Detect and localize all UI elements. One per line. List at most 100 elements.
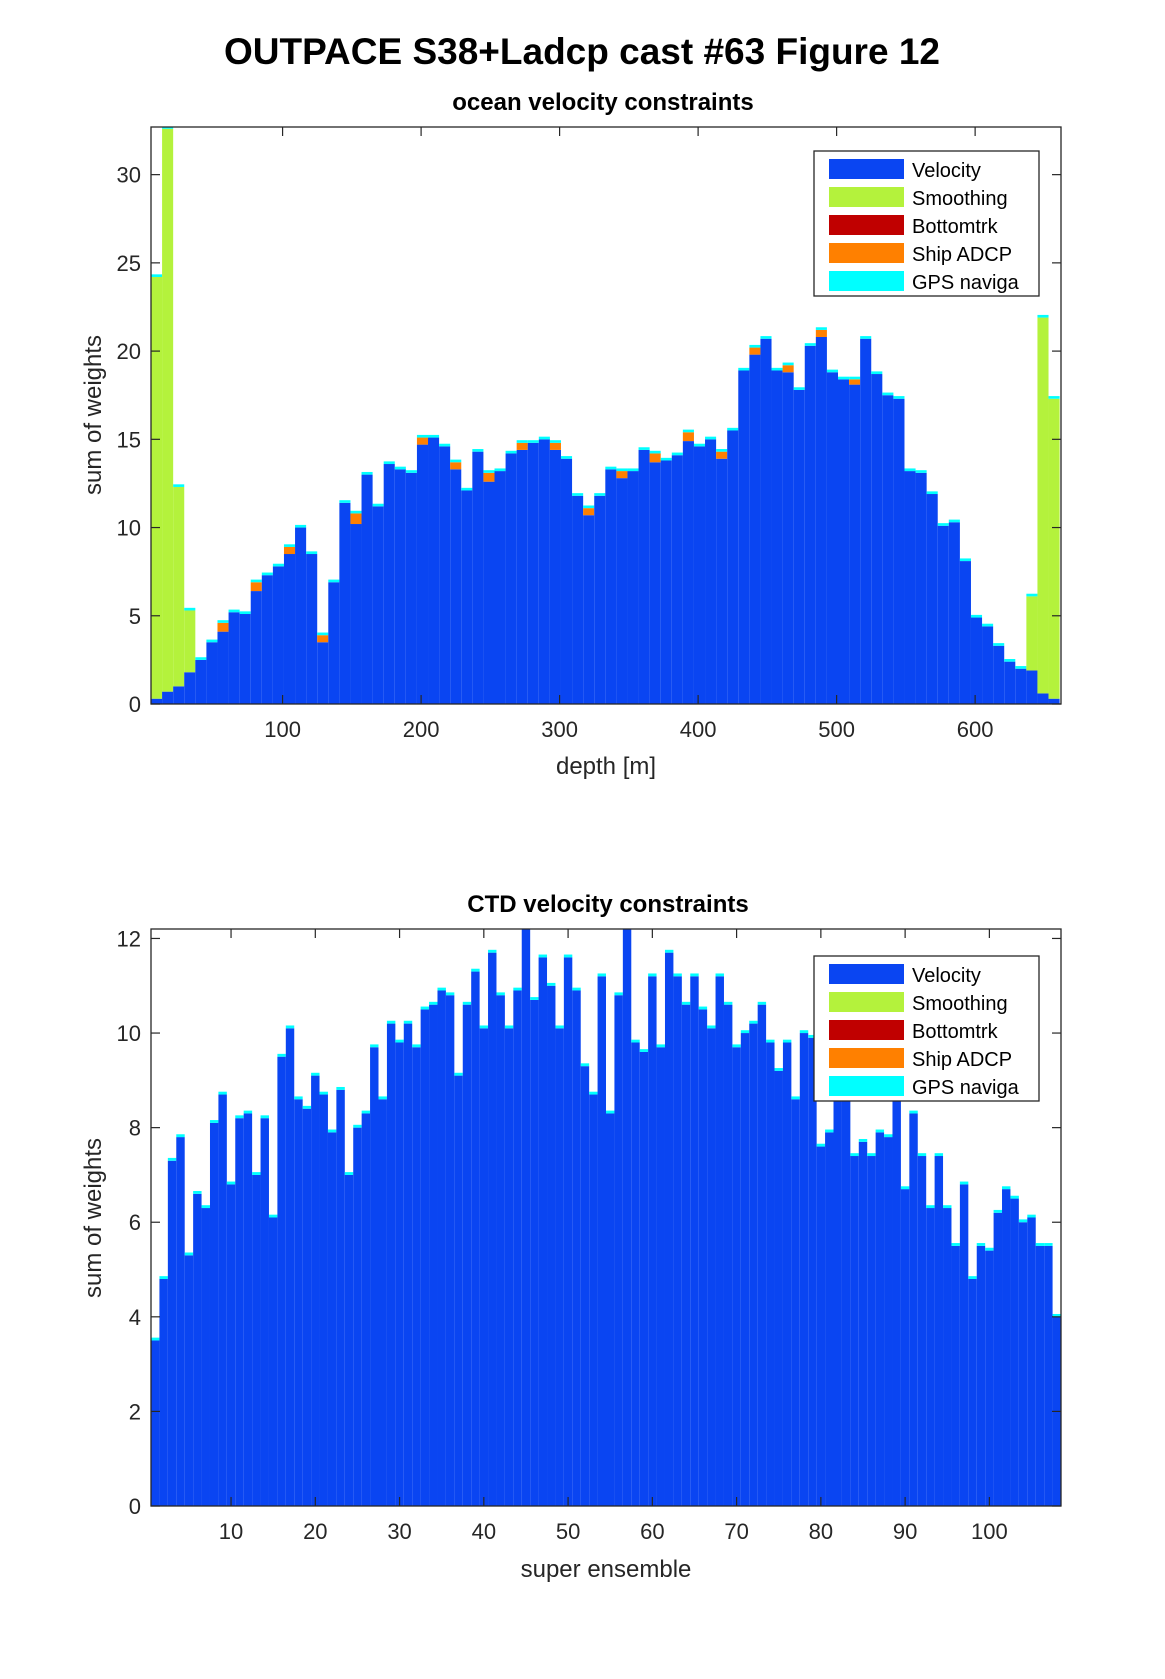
bar-gps-naviga-577 xyxy=(937,523,949,526)
bar-velocity-289 xyxy=(538,439,550,704)
bar-gps-naviga-55 xyxy=(606,1110,615,1114)
bar-velocity-72 xyxy=(749,1023,758,1506)
bar-gps-naviga-265 xyxy=(505,450,517,454)
bar-velocity-35 xyxy=(437,990,446,1506)
bar-gps-naviga-161 xyxy=(361,471,373,475)
bar-velocity-95 xyxy=(943,1208,952,1506)
bar-gps-naviga-297 xyxy=(549,440,561,443)
bar-gps-naviga-78 xyxy=(799,1030,809,1034)
bar-velocity-66 xyxy=(698,1009,708,1506)
bar-gps-naviga-75 xyxy=(774,1068,783,1071)
bar-gps-naviga-417 xyxy=(716,449,728,452)
bar-velocity-40 xyxy=(479,1028,489,1506)
y-tick-label-12: 12 xyxy=(117,926,141,951)
bar-velocity-64 xyxy=(681,1004,691,1506)
bar-velocity-13 xyxy=(252,1174,261,1506)
bar-velocity-113 xyxy=(295,527,307,704)
bar-gps-naviga-86 xyxy=(867,1153,876,1157)
bar-velocity-32 xyxy=(412,1047,421,1506)
bar-gps-naviga-85 xyxy=(858,1138,868,1142)
bar-gps-naviga-129 xyxy=(317,632,329,636)
bar-gps-naviga-33 xyxy=(420,1006,430,1010)
bar-velocity-79 xyxy=(808,1037,817,1506)
y-tick-label-20: 20 xyxy=(117,339,141,364)
bar-velocity-50 xyxy=(563,957,573,1506)
bar-velocity-433 xyxy=(738,370,750,704)
bar-gps-naviga-46 xyxy=(530,997,539,1000)
bar-gps-naviga-25 xyxy=(353,1124,362,1128)
bar-gps-naviga-96 xyxy=(951,1243,960,1246)
ocean-velocity-xlabel: depth [m] xyxy=(556,753,656,780)
bar-gps-naviga-657 xyxy=(1048,396,1060,399)
ctd-velocity-xlabel: super ensemble xyxy=(521,1556,692,1583)
ctd-velocity-bars xyxy=(151,929,1061,1506)
bar-gps-naviga-92 xyxy=(917,1153,927,1157)
bar-gps-naviga-12 xyxy=(243,1110,253,1114)
bar-gps-naviga-257 xyxy=(494,468,506,472)
bar-velocity-257 xyxy=(494,471,506,704)
legend-swatch-bottomtrk xyxy=(829,215,904,235)
bar-gps-naviga-625 xyxy=(1004,659,1016,662)
bar-gps-naviga-361 xyxy=(638,447,650,450)
bar-ship-adcp-345 xyxy=(616,471,628,479)
bar-gps-naviga-34 xyxy=(429,1001,438,1005)
bar-velocity-22 xyxy=(327,1132,337,1506)
bar-gps-naviga-489 xyxy=(815,327,827,330)
bar-gps-naviga-58 xyxy=(631,1039,640,1043)
legend-swatch-gps-naviga xyxy=(829,1076,904,1096)
bar-velocity-34 xyxy=(429,1004,438,1506)
y-tick-label-4: 4 xyxy=(129,1305,141,1330)
bar-gps-naviga-33 xyxy=(184,607,196,611)
bar-gps-naviga-20 xyxy=(311,1072,320,1076)
bar-gps-naviga-28 xyxy=(378,1096,387,1100)
bar-velocity-473 xyxy=(793,389,805,704)
bar-gps-naviga-1 xyxy=(151,1337,160,1341)
bar-gps-naviga-63 xyxy=(673,973,682,977)
legend-swatch-velocity xyxy=(829,159,904,179)
bar-velocity-145 xyxy=(339,502,351,704)
bar-velocity-84 xyxy=(850,1156,859,1506)
bar-ship-adcp-153 xyxy=(350,513,362,525)
bar-gps-naviga-593 xyxy=(959,558,971,562)
bar-velocity-83 xyxy=(841,1089,851,1506)
bar-ship-adcp-297 xyxy=(549,442,561,450)
bar-velocity-85 xyxy=(858,1141,868,1506)
ocean-velocity-legend: Velocity Smoothing Bottomtrk Ship ADCP G… xyxy=(813,150,1040,297)
bar-gps-naviga-497 xyxy=(826,369,838,373)
ocean-velocity-bars xyxy=(151,127,1060,704)
bar-ship-adcp-369 xyxy=(649,453,661,463)
bar-velocity-417 xyxy=(716,458,728,704)
bar-ship-adcp-249 xyxy=(483,472,495,482)
bar-gps-naviga-10 xyxy=(226,1181,236,1185)
y-tick-label-0: 0 xyxy=(129,692,141,717)
bar-gps-naviga-5 xyxy=(184,1252,194,1256)
bar-ship-adcp-489 xyxy=(815,329,827,337)
bar-gps-naviga-57 xyxy=(217,620,229,623)
legend-swatch-ship-adcp xyxy=(829,1048,904,1068)
bar-gps-naviga-233 xyxy=(461,487,473,491)
legend-swatch-ship-adcp xyxy=(829,243,904,263)
bar-velocity-28 xyxy=(378,1099,387,1506)
bar-gps-naviga-441 xyxy=(749,344,761,348)
bar-velocity-54 xyxy=(597,976,606,1506)
x-tick-label-400: 400 xyxy=(680,717,717,742)
bar-velocity-94 xyxy=(934,1156,944,1506)
bar-gps-naviga-561 xyxy=(915,470,927,473)
bar-velocity-52 xyxy=(580,1066,590,1506)
bar-velocity-93 xyxy=(926,1208,935,1506)
bar-gps-naviga-101 xyxy=(993,1209,1003,1213)
bar-velocity-21 xyxy=(319,1094,328,1506)
bar-velocity-273 xyxy=(516,449,528,704)
bar-velocity-393 xyxy=(682,441,694,704)
bar-gps-naviga-433 xyxy=(738,367,750,371)
bar-smoothing-33 xyxy=(184,610,196,673)
legend-swatch-gps-naviga xyxy=(829,271,904,291)
bar-velocity-41 xyxy=(488,952,497,1506)
y-tick-label-0: 0 xyxy=(129,1494,141,1519)
bar-gps-naviga-108 xyxy=(1052,1313,1061,1317)
bar-velocity-265 xyxy=(505,453,517,704)
bar-velocity-92 xyxy=(917,1156,927,1506)
bar-gps-naviga-409 xyxy=(705,436,717,440)
bar-velocity-69 xyxy=(723,1004,733,1506)
